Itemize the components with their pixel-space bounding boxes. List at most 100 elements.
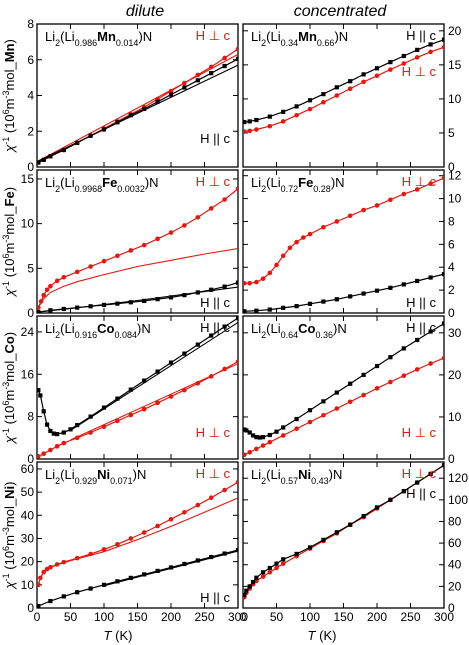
data-point-para	[401, 346, 406, 351]
data-point-perp	[294, 239, 299, 245]
data-point-perp	[208, 64, 214, 70]
data-point-para	[209, 287, 214, 292]
data-point-para	[441, 463, 444, 468]
data-point-para	[294, 104, 299, 109]
data-point-para	[321, 299, 326, 304]
x-axis-title-right: T (K)	[308, 628, 337, 643]
data-point-para	[374, 363, 380, 369]
y-tick-label: 0	[448, 601, 455, 615]
data-point-para	[267, 114, 272, 119]
data-point-perp	[101, 424, 107, 429]
data-point-para	[348, 294, 353, 299]
label-h-para-c: H || c	[200, 590, 230, 605]
y-tick-label: 0	[27, 601, 34, 615]
y-tick-label: 2	[27, 124, 34, 138]
data-point-perp	[101, 547, 107, 552]
label-h-para-c: H || c	[200, 320, 230, 335]
data-point-perp	[37, 454, 41, 459]
data-point-para	[441, 321, 444, 326]
data-point-para	[244, 588, 249, 593]
data-point-perp	[44, 566, 50, 572]
data-point-para	[61, 147, 66, 153]
y-tick-label: 60	[448, 536, 462, 550]
data-point-para	[334, 297, 339, 302]
data-point-para	[209, 333, 214, 338]
label-h-perp-c: H ⊥ c	[196, 425, 231, 440]
data-point-perp	[74, 435, 80, 441]
data-point-perp	[38, 299, 44, 304]
data-point-para	[75, 305, 80, 310]
data-point-para	[128, 113, 133, 118]
data-point-para	[415, 278, 420, 284]
data-point-para	[415, 47, 420, 52]
data-point-para	[243, 592, 247, 598]
data-point-perp	[301, 235, 306, 240]
data-point-perp	[88, 430, 93, 435]
y-tick-label: 16	[21, 367, 35, 381]
label-h-perp-c: H ⊥ c	[402, 425, 437, 440]
y-tick-label: 8	[27, 17, 34, 31]
data-point-perp	[235, 359, 238, 364]
data-point-para	[428, 42, 433, 47]
data-point-para	[388, 497, 393, 502]
data-point-para	[101, 582, 107, 587]
data-point-para	[361, 72, 366, 77]
y-tick-label: 20	[448, 368, 462, 382]
data-point-perp	[280, 119, 286, 124]
compound-formula: Li2(Li0.986Mn0.014)N	[45, 29, 152, 48]
y-axis-title: χ-1 (106m-3mol_Ni)	[1, 482, 17, 590]
data-point-perp	[61, 274, 67, 280]
data-point-para	[254, 435, 259, 440]
data-point-para	[101, 302, 107, 308]
y-tick-label: 0	[448, 160, 455, 174]
data-point-para	[401, 489, 406, 494]
data-point-perp	[115, 253, 120, 259]
label-h-para-c: H || c	[200, 131, 230, 146]
y-tick-label: 8	[448, 214, 455, 228]
compound-formula: Li2(Li0.57Ni0.43)N	[251, 467, 342, 486]
data-point-perp	[347, 399, 353, 405]
data-point-perp	[48, 564, 53, 570]
data-point-para	[75, 423, 80, 428]
data-point-para	[182, 351, 187, 356]
data-point-perp	[294, 112, 299, 118]
label-h-perp-c: H ⊥ c	[196, 466, 231, 481]
data-point-perp	[374, 386, 380, 391]
x-tick-label: 250	[194, 610, 214, 624]
data-point-perp	[428, 361, 433, 366]
data-point-para	[128, 300, 133, 305]
data-point-para	[254, 117, 259, 123]
data-point-perp	[54, 443, 60, 449]
label-h-perp-c: H ⊥ c	[402, 64, 437, 79]
data-point-para	[361, 372, 366, 377]
data-point-perp	[54, 562, 60, 567]
data-point-perp	[155, 400, 160, 406]
data-point-para	[235, 316, 238, 321]
data-point-para	[415, 480, 420, 485]
data-point-perp	[267, 270, 273, 276]
data-point-para	[195, 342, 200, 347]
data-point-perp	[141, 406, 147, 412]
y-tick-label: 24	[21, 325, 35, 339]
label-h-para-c: H || c	[406, 28, 436, 43]
data-point-perp	[374, 73, 380, 79]
data-point-para	[61, 306, 66, 312]
series-line-para	[37, 317, 238, 435]
data-point-para	[44, 422, 50, 427]
data-point-para	[209, 71, 214, 76]
data-point-para	[235, 547, 238, 553]
data-point-perp	[280, 561, 286, 566]
data-point-para	[41, 409, 46, 414]
data-point-para	[222, 551, 227, 556]
data-point-para	[348, 522, 353, 527]
data-point-para	[294, 416, 299, 422]
data-point-perp	[168, 88, 174, 94]
data-point-para	[75, 140, 80, 145]
data-point-para	[48, 428, 53, 434]
data-point-perp	[401, 373, 407, 379]
data-point-perp	[195, 215, 201, 220]
data-point-perp	[260, 276, 266, 281]
data-point-para	[361, 513, 366, 519]
data-point-perp	[247, 449, 252, 455]
